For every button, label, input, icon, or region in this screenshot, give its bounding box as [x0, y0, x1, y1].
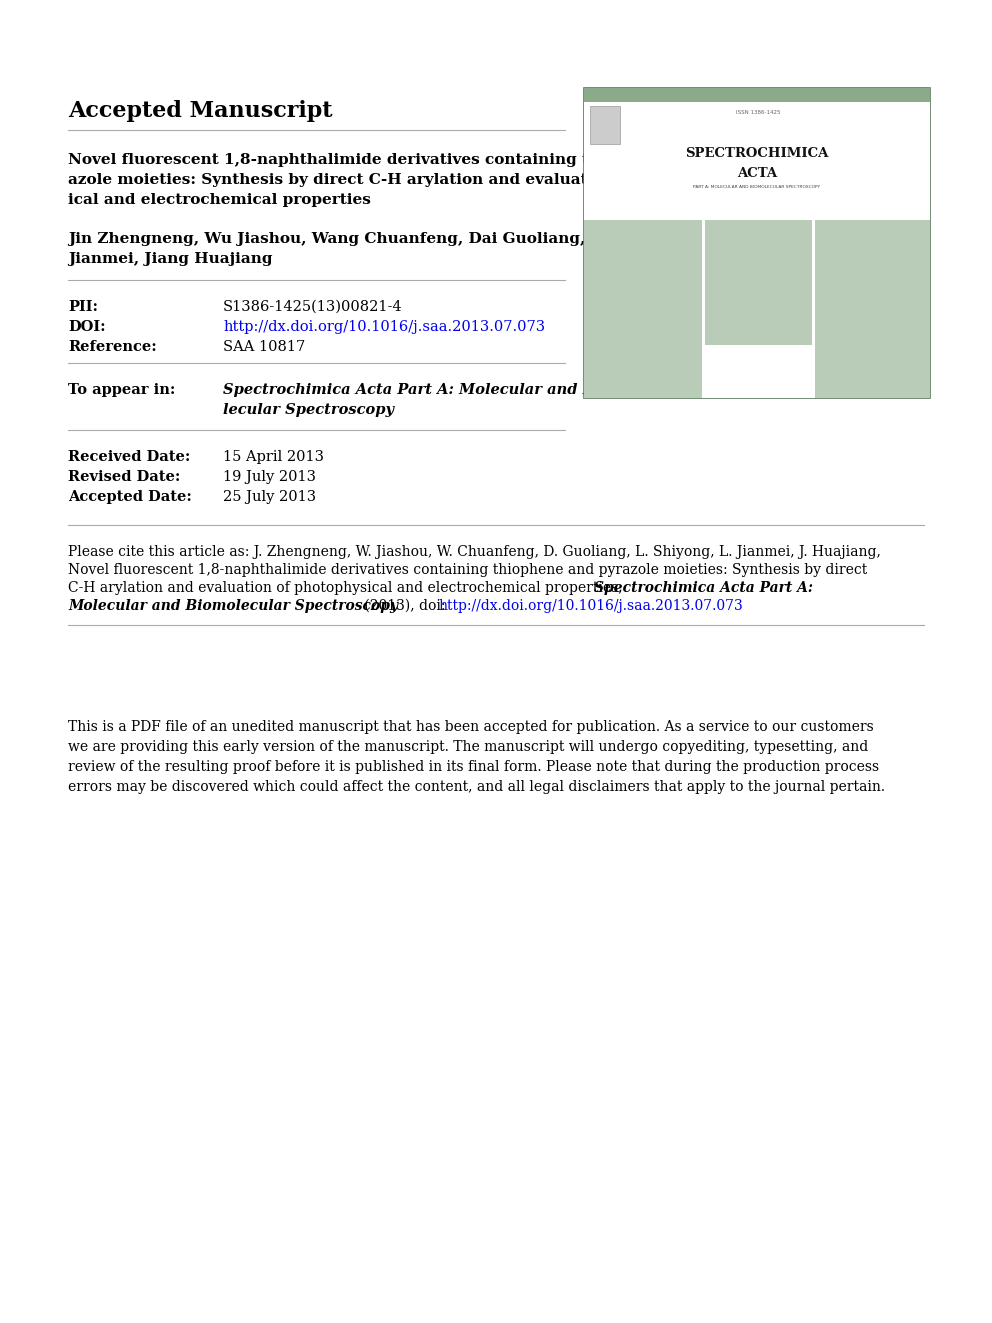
Text: This is a PDF file of an unedited manuscript that has been accepted for publicat: This is a PDF file of an unedited manusc… — [68, 720, 885, 794]
Text: Received Date:: Received Date: — [68, 450, 190, 464]
Text: Spectrochimica Acta Part A: Molecular and Biomo-: Spectrochimica Acta Part A: Molecular an… — [223, 382, 642, 397]
Bar — [584, 89, 930, 102]
Text: Jianmei, Jiang Huajiang: Jianmei, Jiang Huajiang — [68, 251, 273, 266]
Bar — [584, 220, 930, 398]
Text: Accepted Manuscript: Accepted Manuscript — [68, 101, 332, 122]
Text: ISSN 1386-1425: ISSN 1386-1425 — [736, 110, 781, 115]
Text: To appear in:: To appear in: — [68, 382, 176, 397]
Text: ical and electrochemical properties: ical and electrochemical properties — [68, 193, 371, 206]
Text: SAA 10817: SAA 10817 — [223, 340, 306, 355]
Text: DOI:: DOI: — [68, 320, 105, 333]
Bar — [812, 220, 815, 398]
Text: lecular Spectroscopy: lecular Spectroscopy — [223, 404, 394, 417]
Text: Novel fluorescent 1,8-naphthalimide derivatives containing thiophene and pyr-: Novel fluorescent 1,8-naphthalimide deri… — [68, 153, 744, 167]
Text: Please cite this article as: J. Zhengneng, W. Jiashou, W. Chuanfeng, D. Guoliang: Please cite this article as: J. Zhengnen… — [68, 545, 881, 560]
Text: Novel fluorescent 1,8-naphthalimide derivatives containing thiophene and pyrazol: Novel fluorescent 1,8-naphthalimide deri… — [68, 564, 867, 577]
Text: C-H arylation and evaluation of photophysical and electrochemical properties,: C-H arylation and evaluation of photophy… — [68, 581, 627, 595]
Text: SPECTROCHIMICA: SPECTROCHIMICA — [685, 147, 828, 160]
Bar — [590, 106, 620, 144]
Bar — [584, 89, 930, 398]
Bar — [584, 102, 930, 220]
Text: Spectrochimica Acta Part A:: Spectrochimica Acta Part A: — [594, 581, 813, 595]
Text: Reference:: Reference: — [68, 340, 157, 355]
Text: http://dx.doi.org/10.1016/j.saa.2013.07.073: http://dx.doi.org/10.1016/j.saa.2013.07.… — [223, 320, 546, 333]
Text: 19 July 2013: 19 July 2013 — [223, 470, 316, 484]
Text: azole moieties: Synthesis by direct C-H arylation and evaluation of photophys-: azole moieties: Synthesis by direct C-H … — [68, 173, 736, 187]
Text: Accepted Date:: Accepted Date: — [68, 490, 191, 504]
Text: PART A: MOLECULAR AND BIOMOLECULAR SPECTROSCOPY: PART A: MOLECULAR AND BIOMOLECULAR SPECT… — [693, 185, 820, 189]
Text: 25 July 2013: 25 July 2013 — [223, 490, 316, 504]
Text: PII:: PII: — [68, 300, 98, 314]
Text: ACTA: ACTA — [737, 167, 777, 180]
Text: Revised Date:: Revised Date: — [68, 470, 181, 484]
Text: 15 April 2013: 15 April 2013 — [223, 450, 324, 464]
Text: Molecular and Biomolecular Spectroscopy: Molecular and Biomolecular Spectroscopy — [68, 599, 398, 613]
Text: (2013), doi:: (2013), doi: — [360, 599, 450, 613]
Text: http://dx.doi.org/10.1016/j.saa.2013.07.073: http://dx.doi.org/10.1016/j.saa.2013.07.… — [438, 599, 743, 613]
Bar — [701, 220, 704, 398]
Text: Jin Zhengneng, Wu Jiashou, Wang Chuanfeng, Dai Guoliang, Liu Shiyong, Lu: Jin Zhengneng, Wu Jiashou, Wang Chuanfen… — [68, 232, 724, 246]
Text: S1386-1425(13)00821-4: S1386-1425(13)00821-4 — [223, 300, 403, 314]
Bar — [704, 344, 812, 398]
